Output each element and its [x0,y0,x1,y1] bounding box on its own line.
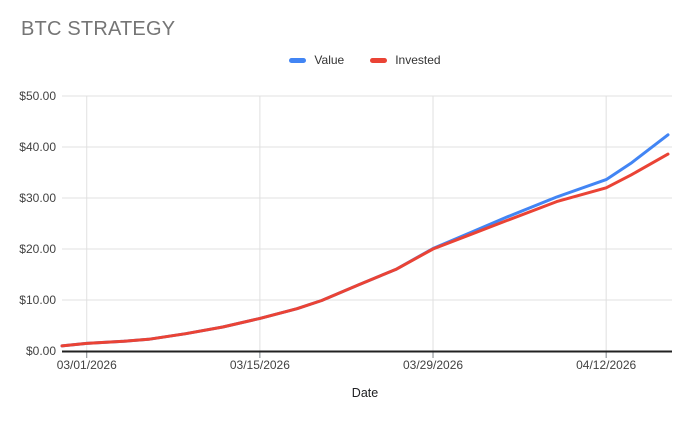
x-tick-label: 03/29/2026 [402,358,464,372]
y-tick-label: $20.00 [19,242,56,256]
y-tick-label: $40.00 [19,140,56,154]
x-tick-label: 04/12/2026 [576,358,637,372]
legend-label: Value [314,53,345,67]
x-tick-label: 03/01/2026 [56,358,117,372]
legend-marker-value-icon [289,57,307,63]
y-tick-label: $0.00 [25,344,56,358]
legend-item-value: Value [289,53,344,67]
legend-marker-invested-icon [370,57,388,63]
chart-title: BTC STRATEGY [21,18,176,40]
y-tick-label: $10.00 [19,293,56,307]
y-tick-label: $30.00 [19,191,56,205]
y-tick-label: $50.00 [19,89,56,103]
x-axis-title: Date [351,386,379,400]
x-tick-label: 03/15/2026 [229,358,290,372]
invested-line [60,152,670,348]
legend-label: Invested [395,53,441,67]
legend-item-invested: Invested [370,53,441,67]
legend: Value Invested [62,53,668,67]
value-line [60,133,670,348]
